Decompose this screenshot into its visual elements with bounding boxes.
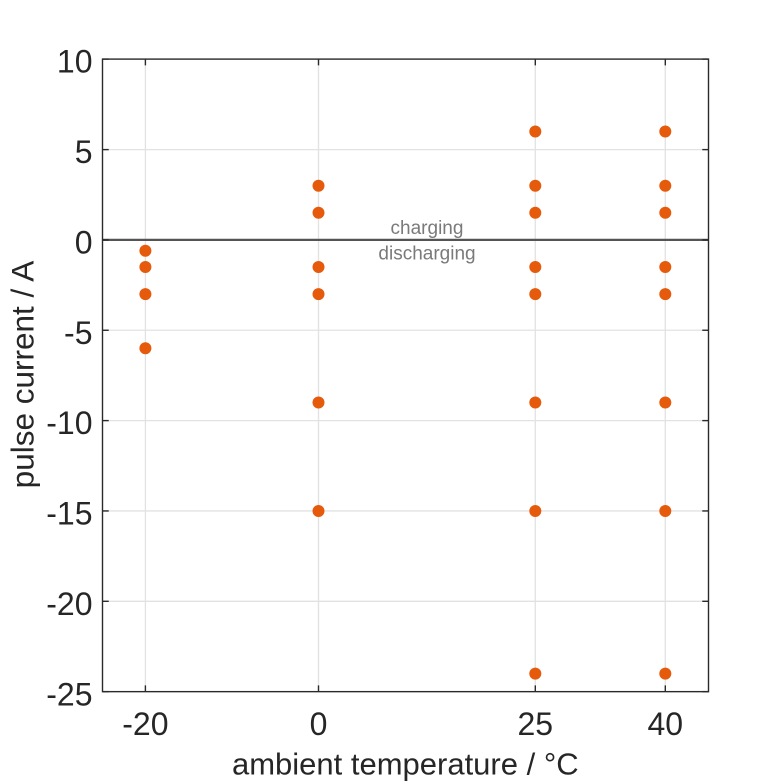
svg-text:-20: -20 (122, 706, 168, 742)
svg-text:5: 5 (75, 134, 93, 170)
svg-text:0: 0 (310, 706, 328, 742)
svg-text:discharging: discharging (378, 244, 475, 265)
svg-text:10: 10 (57, 44, 93, 80)
svg-text:25: 25 (518, 706, 554, 742)
svg-text:40: 40 (648, 706, 684, 742)
svg-text:ambient temperature / °C: ambient temperature / °C (232, 746, 579, 781)
svg-text:-5: -5 (64, 315, 92, 351)
svg-text:-20: -20 (46, 586, 92, 622)
svg-text:-25: -25 (46, 676, 92, 712)
svg-text:-10: -10 (46, 405, 92, 441)
svg-text:-15: -15 (46, 496, 92, 532)
svg-text:pulse current / A: pulse current / A (5, 261, 41, 489)
svg-text:charging: charging (391, 218, 464, 239)
svg-text:0: 0 (75, 225, 93, 261)
